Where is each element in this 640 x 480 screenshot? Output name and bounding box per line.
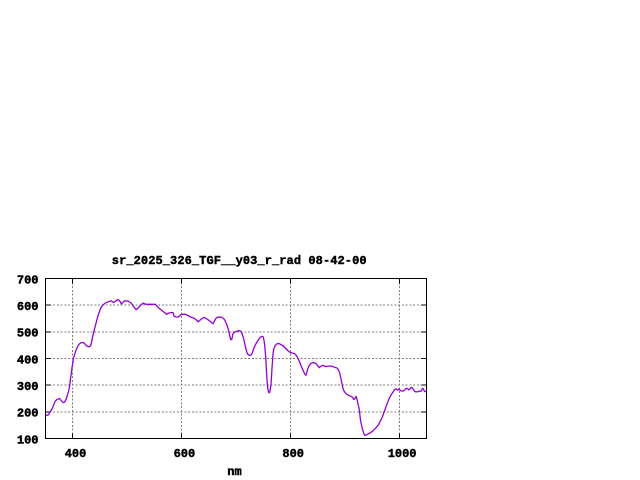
svg-text:200: 200 [17,407,39,421]
svg-text:100: 100 [17,433,39,447]
svg-text:800: 800 [282,447,304,461]
svg-text:600: 600 [174,447,196,461]
svg-text:600: 600 [17,300,39,314]
svg-text:700: 700 [17,273,39,287]
svg-text:300: 300 [17,380,39,394]
svg-text:400: 400 [17,353,39,367]
svg-text:500: 500 [17,327,39,341]
svg-text:1000: 1000 [388,447,417,461]
svg-text:nm: nm [227,465,241,479]
svg-text:400: 400 [65,447,87,461]
svg-text:sr_2025_326_TGF__y03_r_rad 08-: sr_2025_326_TGF__y03_r_rad 08-42-00 [112,254,367,268]
